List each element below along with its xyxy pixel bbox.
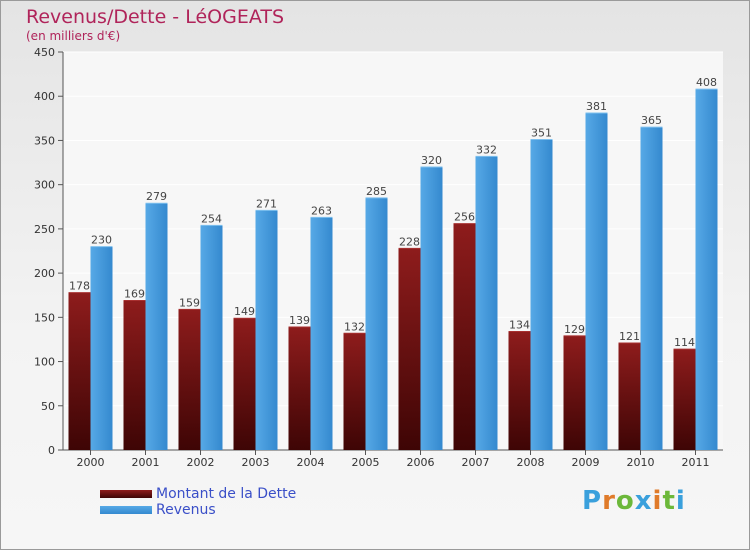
data-label-revenus: 351 xyxy=(531,127,552,140)
y-tick-label: 50 xyxy=(41,400,55,413)
proxiti-logo: Proxiti xyxy=(582,486,686,516)
x-tick-label: 2007 xyxy=(462,456,490,469)
bar-revenus xyxy=(200,225,223,450)
data-label-revenus: 381 xyxy=(586,100,607,113)
bar-dette xyxy=(178,309,201,450)
logo-letter: i xyxy=(675,486,686,516)
bar-dette xyxy=(68,292,91,450)
y-tick-label: 350 xyxy=(34,134,55,147)
y-tick-label: 150 xyxy=(34,311,55,324)
y-tick-label: 200 xyxy=(34,267,55,280)
data-label-dette: 114 xyxy=(674,336,695,349)
data-label-dette: 132 xyxy=(344,320,365,333)
bar-dette xyxy=(673,349,696,450)
bar-dette xyxy=(288,327,311,450)
x-tick-label: 2003 xyxy=(242,456,270,469)
bar-dette xyxy=(123,300,146,450)
logo-letter: P xyxy=(582,486,603,516)
bar-revenus xyxy=(310,217,333,450)
data-label-revenus: 271 xyxy=(256,197,277,210)
bar-dette xyxy=(563,335,586,450)
x-tick-label: 2000 xyxy=(77,456,105,469)
x-tick-label: 2002 xyxy=(187,456,215,469)
legend-swatch-dette xyxy=(100,490,152,498)
data-label-revenus: 263 xyxy=(311,204,332,217)
bar-revenus xyxy=(420,166,443,450)
data-label-dette: 169 xyxy=(124,288,145,301)
x-tick-label: 2005 xyxy=(352,456,380,469)
y-tick-label: 0 xyxy=(48,444,55,457)
data-label-revenus: 408 xyxy=(696,76,717,89)
chart-title: Revenus/Dette - LéOGEATS xyxy=(26,6,285,28)
data-label-revenus: 279 xyxy=(146,190,167,203)
data-label-dette: 228 xyxy=(399,235,420,248)
bar-dette xyxy=(398,248,421,450)
x-tick-label: 2006 xyxy=(407,456,435,469)
bar-dette xyxy=(508,331,531,450)
bar-revenus xyxy=(365,197,388,450)
data-label-revenus: 285 xyxy=(366,185,387,198)
bar-revenus xyxy=(145,203,168,450)
legend-label-dette: Montant de la Dette xyxy=(156,486,297,502)
bar-revenus xyxy=(255,210,278,450)
plot-area xyxy=(63,52,723,450)
data-label-revenus: 230 xyxy=(91,234,112,247)
bar-revenus xyxy=(475,156,498,450)
bar-dette xyxy=(618,342,641,450)
x-tick-label: 2010 xyxy=(627,456,655,469)
x-tick-label: 2001 xyxy=(132,456,160,469)
data-label-revenus: 365 xyxy=(641,114,662,127)
logo-letter: t xyxy=(662,486,676,516)
x-tick-label: 2004 xyxy=(297,456,325,469)
data-label-revenus: 320 xyxy=(421,154,442,167)
legend-swatch-revenus xyxy=(100,506,152,514)
bar-revenus xyxy=(695,89,718,450)
y-tick-label: 400 xyxy=(34,90,55,103)
logo-letter: x xyxy=(634,486,653,516)
data-label-dette: 159 xyxy=(179,296,200,309)
logo-letter: r xyxy=(602,486,616,516)
x-tick-label: 2008 xyxy=(517,456,545,469)
data-label-dette: 121 xyxy=(619,330,640,343)
data-label-dette: 139 xyxy=(289,314,310,327)
chart-subtitle: (en milliers d'€) xyxy=(26,29,121,43)
data-label-dette: 134 xyxy=(509,318,530,331)
data-label-dette: 149 xyxy=(234,305,255,318)
bar-dette xyxy=(233,318,256,450)
x-tick-label: 2009 xyxy=(572,456,600,469)
x-tick-label: 2011 xyxy=(682,456,710,469)
data-label-dette: 256 xyxy=(454,211,475,224)
y-tick-label: 250 xyxy=(34,223,55,236)
logo-letter: i xyxy=(652,486,663,516)
data-label-dette: 178 xyxy=(69,280,90,293)
data-label-revenus: 332 xyxy=(476,143,497,156)
y-tick-label: 300 xyxy=(34,179,55,192)
bar-revenus xyxy=(640,127,663,450)
bar-dette xyxy=(453,223,476,450)
bar-revenus xyxy=(530,139,553,450)
y-tick-label: 450 xyxy=(34,46,55,59)
logo-letter: o xyxy=(615,486,635,516)
y-tick-label: 100 xyxy=(34,356,55,369)
bar-revenus xyxy=(90,246,113,450)
bar-dette xyxy=(343,333,366,450)
bar-revenus xyxy=(585,113,608,450)
legend-label-revenus: Revenus xyxy=(156,502,216,518)
data-label-revenus: 254 xyxy=(201,212,222,225)
data-label-dette: 129 xyxy=(564,323,585,336)
